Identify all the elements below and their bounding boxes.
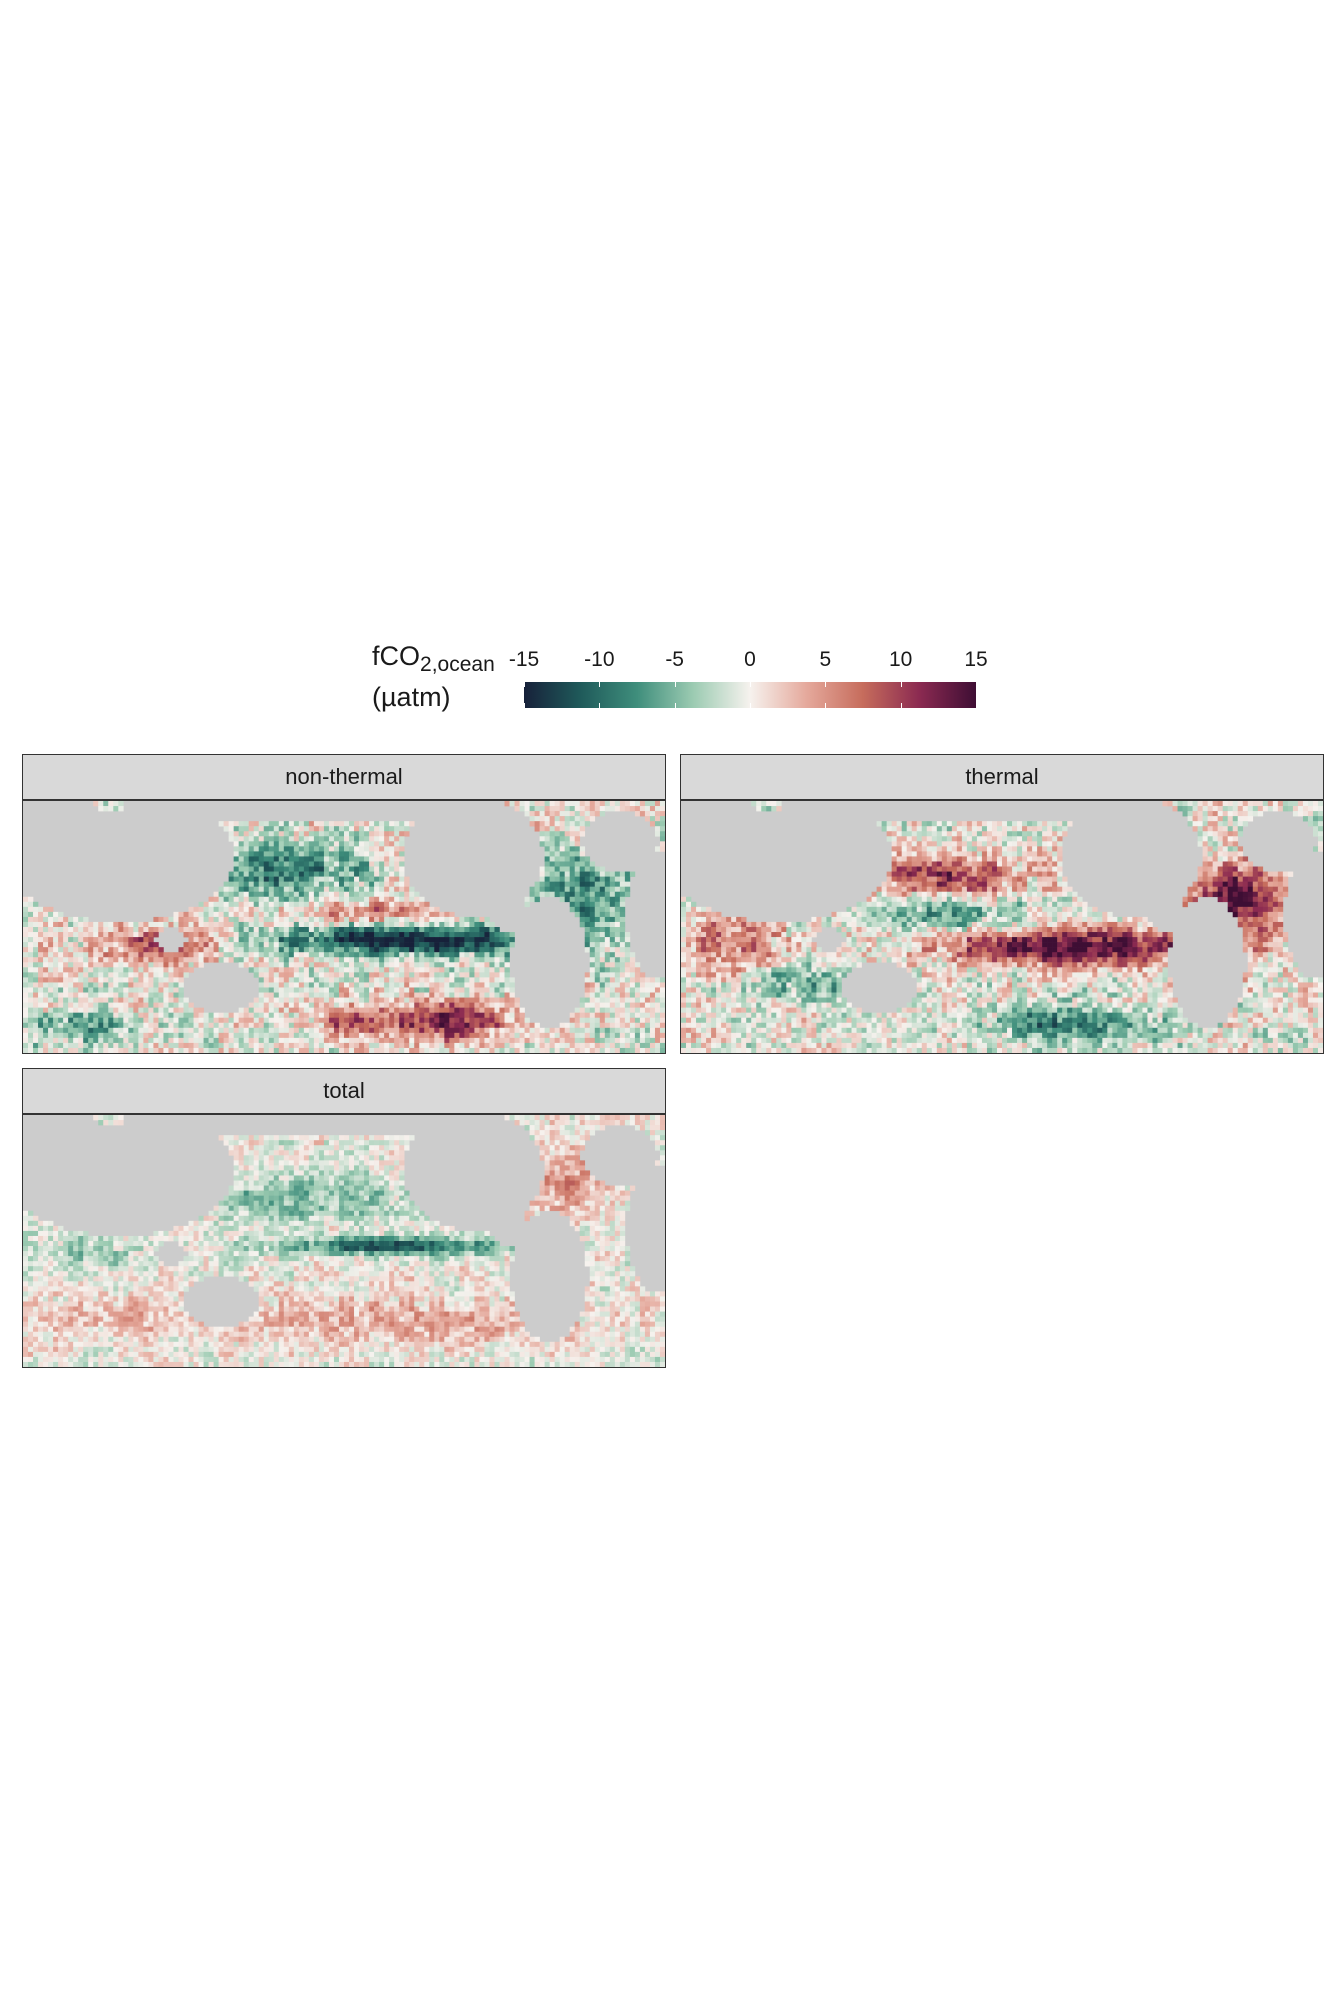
colorbar-tick bbox=[976, 682, 977, 687]
colorbar-tick bbox=[674, 703, 676, 708]
ocean-field bbox=[681, 801, 1323, 1053]
legend-tick-label: -15 bbox=[508, 648, 540, 671]
colorbar bbox=[524, 682, 977, 708]
panel-strip-total: total bbox=[23, 1069, 665, 1115]
legend-tick-labels: -15 -10 -5 0 5 10 15 bbox=[509, 648, 988, 674]
colorbar-tick bbox=[976, 703, 977, 708]
panel-non-thermal: non-thermal bbox=[22, 754, 666, 1054]
colorbar-tick bbox=[825, 682, 827, 687]
legend-tick-label: -10 bbox=[584, 648, 615, 671]
panel-strip-non-thermal: non-thermal bbox=[23, 755, 665, 801]
panel-strip-thermal: thermal bbox=[681, 755, 1323, 801]
legend-tick-label: 10 bbox=[888, 648, 913, 671]
panel-label: thermal bbox=[965, 764, 1039, 789]
colorbar-tick bbox=[825, 703, 827, 708]
panel-thermal: thermal bbox=[680, 754, 1324, 1054]
colorbar-tick bbox=[599, 682, 601, 687]
legend-unit: (µatm) bbox=[372, 682, 451, 712]
color-legend: fCO2,ocean (µatm) -15 -10 -5 0 5 10 15 bbox=[372, 640, 992, 720]
colorbar-tick bbox=[900, 682, 902, 687]
colorbar-tick bbox=[599, 703, 601, 708]
legend-tick-label: 5 bbox=[819, 648, 832, 671]
ocean-field bbox=[23, 801, 665, 1053]
legend-tick-label: 0 bbox=[744, 648, 756, 671]
world-map-thermal bbox=[681, 801, 1323, 1053]
ocean-field bbox=[23, 1115, 665, 1367]
colorbar-tick bbox=[524, 703, 525, 708]
colorbar-tick bbox=[900, 703, 902, 708]
legend-tick-label: -5 bbox=[665, 648, 684, 671]
colorbar-tick bbox=[524, 682, 525, 687]
colorbar-tick bbox=[750, 682, 751, 687]
world-map-non-thermal bbox=[23, 801, 665, 1053]
colorbar-tick bbox=[750, 703, 751, 708]
panel-label: non-thermal bbox=[285, 764, 403, 789]
panel-label: total bbox=[323, 1078, 365, 1103]
panel-total: total bbox=[22, 1068, 666, 1368]
legend-title: fCO2,ocean (µatm) bbox=[372, 641, 495, 712]
colorbar-tick bbox=[674, 682, 676, 687]
legend-tick-label: 15 bbox=[964, 648, 988, 671]
world-map-total bbox=[23, 1115, 665, 1367]
